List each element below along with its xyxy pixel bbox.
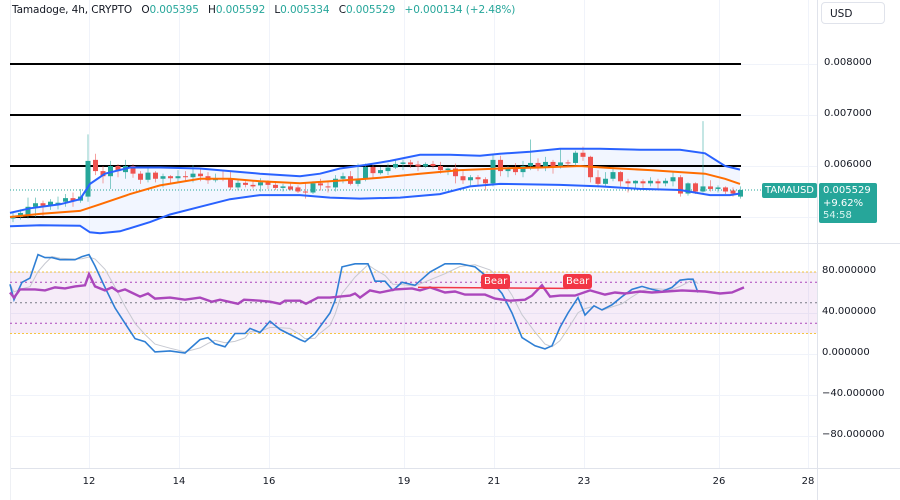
time-axis-label: 28 [801,476,815,487]
oscillator-lines [9,253,745,354]
bear-divergence-label: Bear [481,274,511,289]
high-value: 0.005592 [215,4,266,16]
oscillator-band [10,271,817,334]
chart-legend: Tamadoge, 4h, CRYPTO O0.005395 H0.005592… [12,4,515,16]
time-axis-label: 23 [577,476,591,487]
time-axis-label: 19 [397,476,411,487]
last-price-tag: 0.005529 +9.62% 54:58 [819,183,877,223]
close-label: C [338,4,346,16]
change-value: +0.000134 (+2.48%) [404,4,516,16]
oscillator-axis-label: 80.000000 [822,265,877,276]
price-axis-label: 0.008000 [824,57,872,68]
bear-divergence-label: Bear [563,274,593,289]
bollinger-bands [9,147,741,235]
oscillator-axis-label: 0.000000 [822,347,870,358]
oscillator-axis-label: −80.000000 [822,429,885,440]
low-value: 0.005334 [280,4,330,16]
currency-button[interactable]: USD [821,2,885,24]
bar-countdown: 54:58 [823,210,852,221]
last-price-change: +9.62% [823,197,864,209]
open-label: O [141,4,150,16]
open-value: 0.005395 [149,4,199,16]
time-axis-label: 14 [172,476,186,487]
time-axis-label: 16 [262,476,276,487]
oscillator-axis-label: −40.000000 [822,388,885,399]
high-label: H [208,4,216,16]
price-axis-label: 0.006000 [824,159,872,170]
time-axis-label: 21 [487,476,501,487]
symbol-title: Tamadoge, 4h, CRYPTO [12,4,133,16]
time-axis-label: 26 [712,476,726,487]
oscillator-axis-label: 40.000000 [822,306,877,317]
time-axis-label: 12 [82,476,96,487]
low-label: L [274,4,281,16]
price-axis-label: 0.007000 [824,108,872,119]
symbol-price-tag: TAMAUSD [762,183,818,198]
last-price-value: 0.005529 [823,185,871,196]
close-value: 0.005529 [345,4,396,16]
